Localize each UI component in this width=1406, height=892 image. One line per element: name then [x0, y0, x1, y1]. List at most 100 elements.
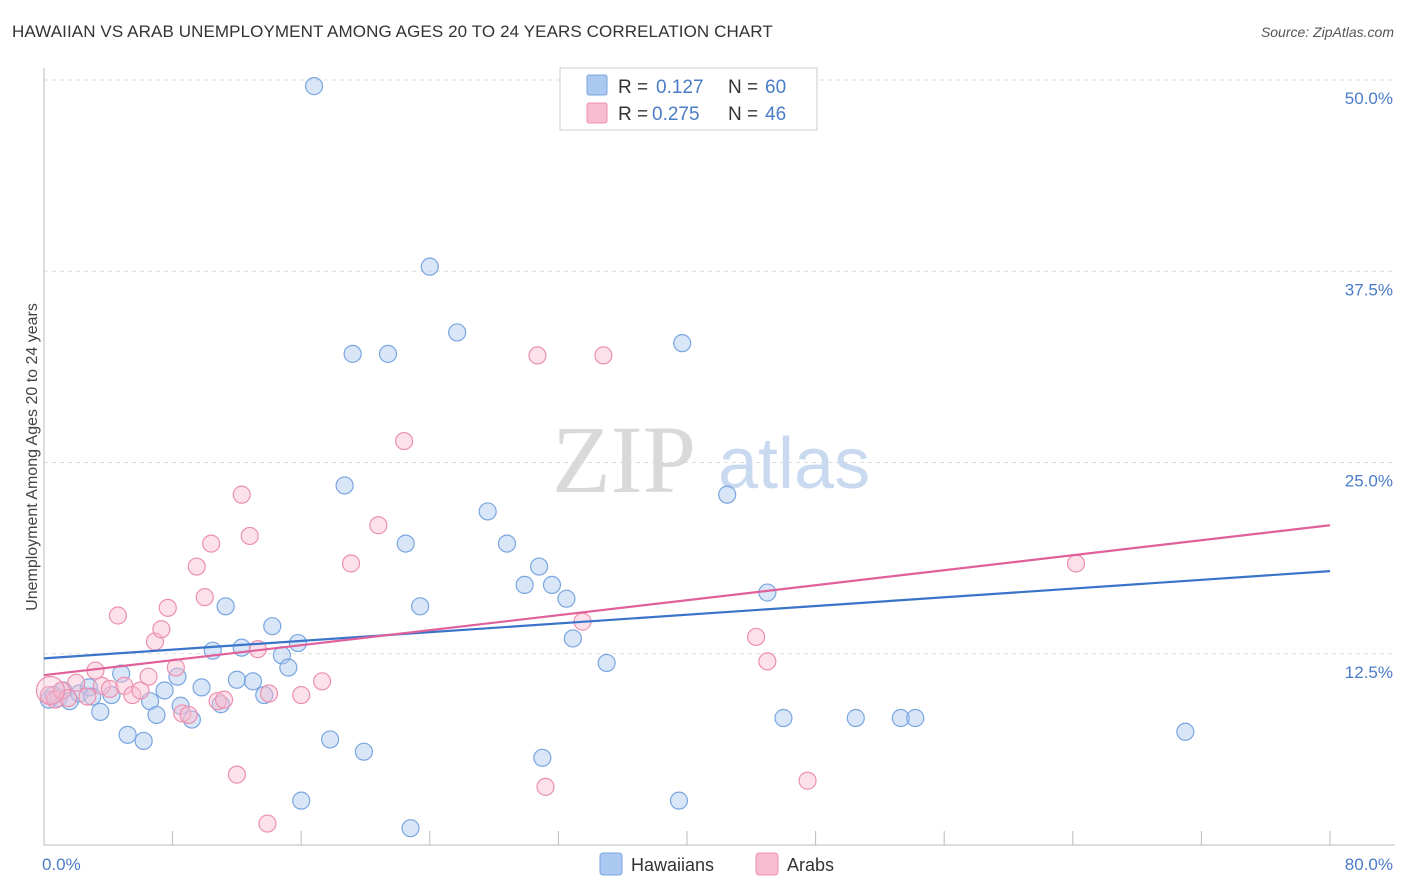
legend-swatch-arabs — [586, 102, 608, 124]
point-arabs-39 — [594, 346, 613, 365]
axes — [43, 68, 1395, 846]
point-arabs-21 — [195, 588, 214, 607]
point-hawaiians-11 — [118, 725, 137, 744]
point-hawaiians-56 — [774, 708, 793, 728]
y-tick-label-2: 37.5% — [1345, 280, 1393, 299]
watermark-atlas: atlas — [718, 424, 870, 504]
point-cluster-origin — [35, 675, 66, 706]
x-tick-labels: 0.0% 80.0% — [42, 855, 1393, 874]
point-arabs-5 — [78, 687, 97, 706]
point-hawaiians-27 — [263, 617, 282, 636]
trend-line-arabs — [43, 524, 1331, 677]
point-hawaiians-52 — [669, 791, 689, 810]
point-hawaiians-59 — [906, 708, 925, 728]
legend-swatch-hawaiians — [586, 74, 608, 96]
point-hawaiians-45 — [515, 575, 534, 595]
point-hawaiians-29 — [279, 658, 298, 677]
y-tick-label-0: 12.5% — [1345, 663, 1393, 682]
point-arabs-36 — [528, 346, 547, 365]
point-hawaiians-51 — [597, 653, 616, 673]
point-hawaiians-60 — [1176, 722, 1195, 741]
point-arabs-19 — [179, 705, 198, 725]
x-tick-label-min: 0.0% — [42, 855, 81, 874]
point-arabs-9 — [108, 606, 128, 625]
y-tick-labels: 12.5% 25.0% 37.5% 50.0% — [1345, 89, 1393, 682]
point-arabs-41 — [758, 652, 777, 671]
point-hawaiians-49 — [557, 589, 576, 608]
point-arabs-18 — [173, 704, 192, 723]
bottom-legend-swatch-arabs — [755, 852, 779, 876]
y-tick-label-3: 50.0% — [1345, 89, 1393, 108]
chart-title: HAWAIIAN VS ARAB UNEMPLOYMENT AMONG AGES… — [12, 22, 773, 41]
legend-r-label-hawaiians: R = — [618, 77, 648, 98]
point-hawaiians-54 — [718, 485, 737, 504]
point-hawaiians-25 — [243, 672, 263, 691]
point-hawaiians-15 — [155, 681, 174, 700]
point-arabs-29 — [258, 814, 277, 833]
point-hawaiians-14 — [147, 705, 166, 725]
point-hawaiians-47 — [533, 748, 552, 767]
point-arabs-42 — [798, 771, 817, 790]
point-arabs-8 — [100, 679, 120, 699]
point-hawaiians-19 — [192, 678, 211, 697]
legend-n-value-hawaiians: 60 — [765, 77, 786, 98]
point-hawaiians-37 — [378, 344, 398, 363]
point-hawaiians-9 — [102, 685, 121, 705]
point-arabs-35 — [394, 431, 414, 451]
point-arabs-25 — [227, 765, 246, 784]
data-points — [35, 77, 1195, 838]
point-arabs-30 — [259, 684, 279, 703]
point-arabs-26 — [232, 485, 251, 504]
point-hawaiians-16 — [168, 667, 187, 686]
point-hawaiians-50 — [563, 629, 582, 648]
point-hawaiians-22 — [216, 597, 235, 616]
point-arabs-43 — [1066, 554, 1086, 573]
point-arabs-4 — [67, 673, 86, 692]
point-hawaiians-12 — [134, 731, 153, 751]
point-arabs-27 — [240, 526, 259, 546]
point-arabs-40 — [747, 627, 766, 647]
point-arabs-20 — [187, 557, 206, 576]
point-arabs-23 — [208, 692, 227, 711]
bottom-legend-label-hawaiians: Hawaiians — [631, 855, 714, 875]
point-arabs-33 — [341, 554, 361, 573]
point-arabs-15 — [152, 620, 171, 639]
point-hawaiians-31 — [292, 791, 311, 810]
point-arabs-12 — [131, 681, 150, 700]
point-arabs-31 — [292, 685, 311, 705]
point-hawaiians-39 — [401, 819, 420, 838]
legend-n-label-hawaiians: N = — [728, 77, 758, 98]
point-hawaiians-35 — [343, 344, 362, 363]
legend-r-label-arabs: R = — [618, 104, 648, 125]
x-tick-label-max: 80.0% — [1345, 855, 1393, 874]
point-hawaiians-32 — [304, 77, 324, 96]
point-hawaiians-43 — [478, 502, 497, 521]
point-hawaiians-46 — [530, 557, 549, 576]
point-hawaiians-36 — [354, 742, 373, 761]
bottom-legend-label-arabs: Arabs — [787, 855, 834, 875]
y-axis-label: Unemployment Among Ages 20 to 24 years — [24, 303, 41, 611]
legend-n-value-arabs: 46 — [765, 104, 786, 125]
point-hawaiians-53 — [673, 334, 692, 353]
legend-n-label-arabs: N = — [728, 104, 758, 125]
trend-lines — [43, 524, 1331, 677]
point-hawaiians-38 — [396, 534, 415, 553]
point-hawaiians-58 — [891, 708, 910, 728]
watermark-zip: ZIP — [552, 406, 696, 513]
point-arabs-24 — [214, 690, 234, 709]
point-arabs-32 — [312, 672, 332, 691]
series-legend: Hawaiians Arabs — [599, 852, 834, 876]
source-credit: Source: ZipAtlas.com — [1260, 24, 1394, 40]
trend-line-hawaiians — [43, 570, 1331, 660]
point-hawaiians-34 — [335, 476, 354, 495]
point-hawaiians-23 — [227, 670, 246, 689]
gridlines — [44, 79, 1395, 655]
point-hawaiians-48 — [542, 575, 562, 595]
stats-legend: R = 0.127 N = 60 R = 0.275 N = 46 — [559, 67, 818, 131]
point-hawaiians-8 — [91, 702, 110, 721]
y-tick-label-1: 25.0% — [1345, 472, 1393, 491]
point-hawaiians-42 — [448, 323, 467, 342]
point-hawaiians-41 — [420, 257, 439, 276]
point-hawaiians-33 — [321, 730, 340, 749]
